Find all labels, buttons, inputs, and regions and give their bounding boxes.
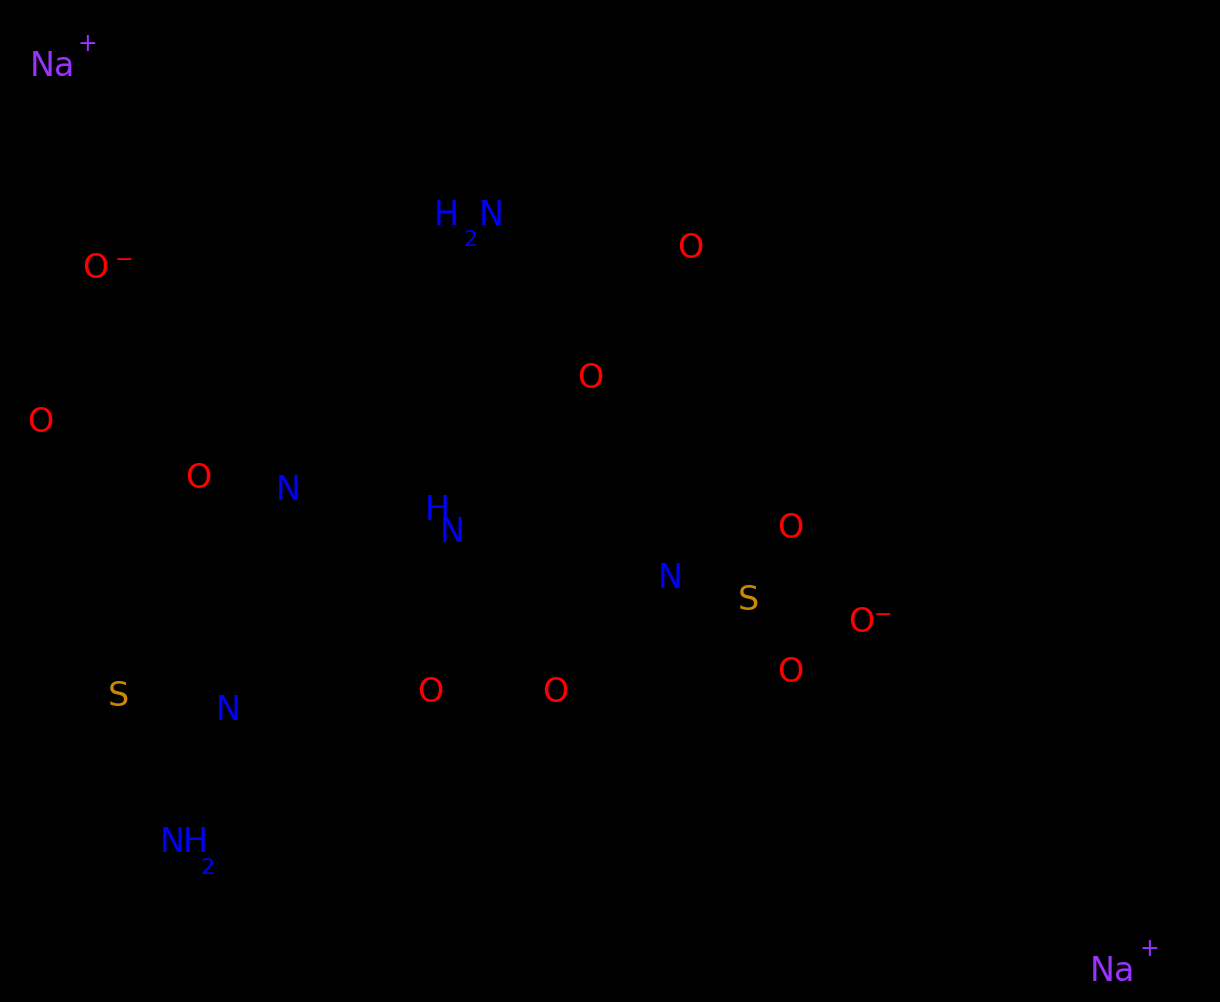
- Text: −: −: [874, 605, 893, 625]
- Text: O: O: [82, 252, 109, 285]
- Text: O: O: [417, 675, 443, 708]
- Text: O: O: [777, 511, 803, 544]
- Text: 2: 2: [200, 858, 215, 878]
- Text: N: N: [439, 516, 465, 549]
- Text: +: +: [1139, 937, 1160, 961]
- Text: N: N: [479, 198, 504, 231]
- Text: H: H: [183, 827, 207, 860]
- Text: H: H: [425, 494, 449, 526]
- Text: O: O: [577, 362, 603, 395]
- Text: O: O: [677, 231, 703, 265]
- Text: Na: Na: [1089, 955, 1136, 988]
- Text: +: +: [78, 32, 98, 56]
- Text: Na: Na: [30, 50, 76, 83]
- Text: O: O: [185, 462, 211, 495]
- Text: 2: 2: [464, 230, 477, 250]
- Text: S: S: [737, 583, 759, 616]
- Text: O: O: [777, 655, 803, 688]
- Text: O: O: [27, 406, 54, 439]
- Text: N: N: [160, 827, 185, 860]
- Text: H: H: [433, 198, 459, 231]
- Text: N: N: [276, 474, 300, 506]
- Text: N: N: [658, 561, 682, 594]
- Text: S: S: [107, 679, 128, 712]
- Text: O: O: [848, 605, 875, 638]
- Text: O: O: [542, 675, 569, 708]
- Text: N: N: [216, 693, 240, 726]
- Text: −: −: [115, 250, 134, 270]
